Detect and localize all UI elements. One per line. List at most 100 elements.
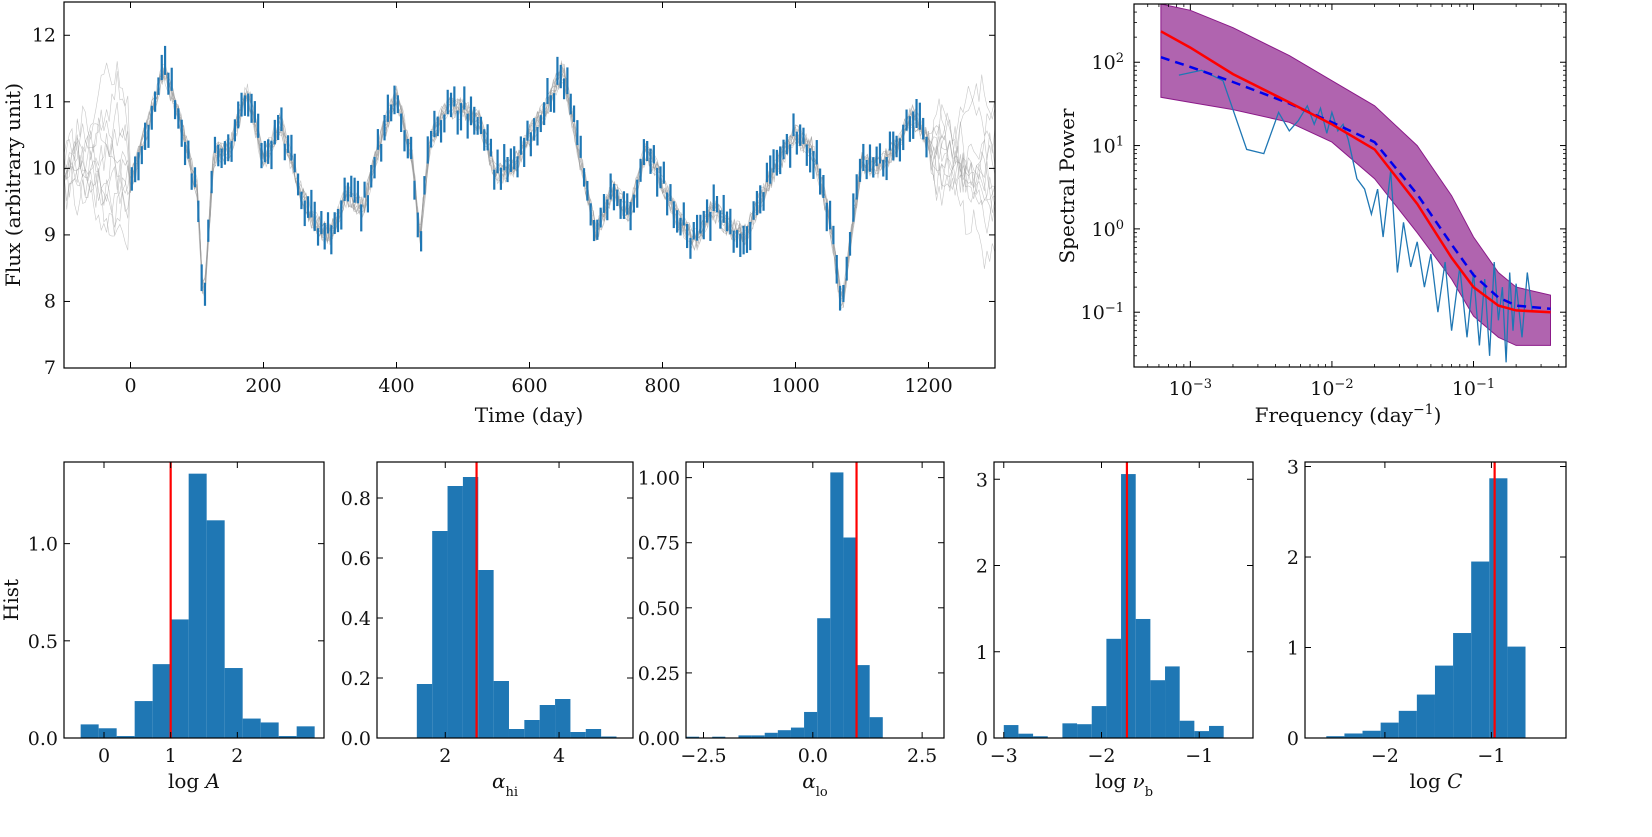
y-tick-label: 0.4 [341, 608, 371, 630]
y-tick-label: 0.50 [638, 598, 680, 620]
y-tick-label: 12 [32, 24, 56, 46]
y-tick-label: 0.5 [28, 631, 58, 653]
hist-alpha-hi-xlabel-sub: hi [505, 785, 518, 800]
hist-logC-frame [1304, 461, 1567, 739]
hist-log-nub-xlabel-sub: b [1145, 785, 1153, 800]
hist-bar [1398, 710, 1417, 738]
x-tick-label: 0 [98, 745, 110, 767]
lightcurve-xlabel: Time (day) [475, 403, 584, 427]
x-tick-label: 2 [231, 745, 243, 767]
realization-line [64, 69, 995, 309]
hist-bar [80, 724, 99, 738]
x-tick-label: 10−3 [1169, 377, 1212, 401]
realization-line [64, 71, 995, 310]
hist-logA-xlabel: log A [168, 769, 220, 793]
y-tick-label: 7 [44, 357, 56, 379]
hist-bar [98, 728, 117, 738]
hist-logA-frame [63, 461, 325, 739]
y-tick-label: 10 [32, 157, 56, 179]
hist-bar [416, 684, 433, 738]
hist-bar [751, 735, 765, 738]
hist-bar [804, 711, 818, 738]
hist-alpha-lo-xlabel-sub: lo [816, 785, 828, 800]
hist-bar [1033, 736, 1048, 738]
hist-bar [1003, 725, 1019, 738]
tick-base: 10 [1092, 136, 1116, 158]
y-tick-label: 10−1 [1081, 301, 1124, 325]
lightcurve-ticks: 0 200 400 600 800 1000 1200 7 8 9 10 11 12 [32, 2, 995, 397]
x-tick-label: −2 [1088, 745, 1116, 767]
hist-bar [1434, 665, 1454, 738]
hist-logC-xlabel-var: C [1447, 769, 1462, 793]
x-tick-label: −2.5 [680, 745, 726, 767]
hist-bar [539, 705, 556, 738]
hist-bar [738, 735, 752, 738]
psd-xlabel-main: Frequency (day [1255, 403, 1414, 427]
psd-xlabel: Frequency (day−1) [1255, 402, 1442, 427]
hist-ylabel: Hist [0, 579, 23, 621]
x-tick-label: 10−2 [1310, 377, 1353, 401]
y-tick-label: 0 [976, 728, 988, 750]
hist-bar [296, 726, 315, 738]
x-tick-label: 200 [245, 375, 281, 397]
hist-bar [1018, 733, 1034, 738]
hist-bar [1121, 474, 1136, 738]
y-tick-label: 0.00 [638, 728, 680, 750]
x-tick-label: 0.0 [798, 745, 828, 767]
y-tick-label: 0 [1287, 728, 1299, 750]
psd-marks [1160, 4, 1551, 363]
hist-bar [260, 722, 279, 738]
tick-base: 10 [1092, 219, 1116, 241]
hist-log-nub-ticks: −3 −2 −1 0 1 2 3 [976, 462, 1253, 767]
hist-logA-xlabel-fn: log [168, 769, 199, 793]
y-tick-label: 1.00 [638, 468, 680, 490]
hist-bar [1135, 618, 1151, 738]
hist-bar [1106, 638, 1122, 738]
hist-bar [1150, 680, 1166, 738]
hist-alpha-lo-ticks: −2.5 0.0 2.5 0.00 0.25 0.50 0.75 1.00 [638, 462, 944, 767]
hist-bar [1165, 666, 1180, 738]
hist-bar [764, 732, 778, 738]
hist-logA-xlabel-var: A [204, 769, 220, 793]
hist-log-nub-panel: −3 −2 −1 0 1 2 3 log νb [976, 461, 1254, 800]
hist-bar [869, 717, 883, 738]
psd-frame [1133, 3, 1567, 368]
hist-bar [817, 618, 831, 738]
y-tick-label: 101 [1092, 134, 1124, 158]
hist-bar [278, 736, 297, 738]
psd-xlabel-sup: −1 [1413, 402, 1434, 418]
y-tick-label: 11 [32, 91, 56, 113]
hist-bar [1091, 706, 1107, 738]
hist-bar [1489, 478, 1508, 738]
realization-line [64, 64, 995, 308]
hist-bar [1179, 720, 1195, 738]
tick-exp: −1 [1476, 377, 1495, 392]
realization-line [64, 63, 995, 301]
hist-bar [1471, 561, 1490, 738]
x-tick-label: 400 [378, 375, 414, 397]
hist-bar [462, 477, 479, 738]
hist-log-nub-xlabel: log νb [1095, 769, 1153, 800]
realization-line [64, 66, 995, 301]
y-tick-label: 102 [1092, 51, 1124, 75]
y-tick-label: 0.2 [341, 668, 371, 690]
tick-base: 10 [1092, 52, 1116, 74]
y-tick-label: 3 [976, 469, 988, 491]
tick-base: 10 [1081, 302, 1105, 324]
y-tick-label: 1.0 [28, 534, 58, 556]
hist-bar [601, 736, 617, 738]
tick-base: 10 [1310, 378, 1334, 400]
lightcurve-frame [63, 1, 996, 369]
y-tick-label: 100 [1092, 217, 1124, 241]
lightcurve-ylabel: Flux (arbitrary unit) [1, 83, 25, 287]
hist-bar [1380, 722, 1399, 738]
tick-base: 10 [1169, 378, 1193, 400]
x-tick-label: −2 [1371, 745, 1399, 767]
median-psd-line [1160, 56, 1551, 311]
y-tick-label: 0.75 [638, 533, 680, 555]
tick-exp: 0 [1116, 217, 1124, 232]
hist-logC-marks [1326, 462, 1526, 738]
hist-bar [478, 570, 494, 738]
